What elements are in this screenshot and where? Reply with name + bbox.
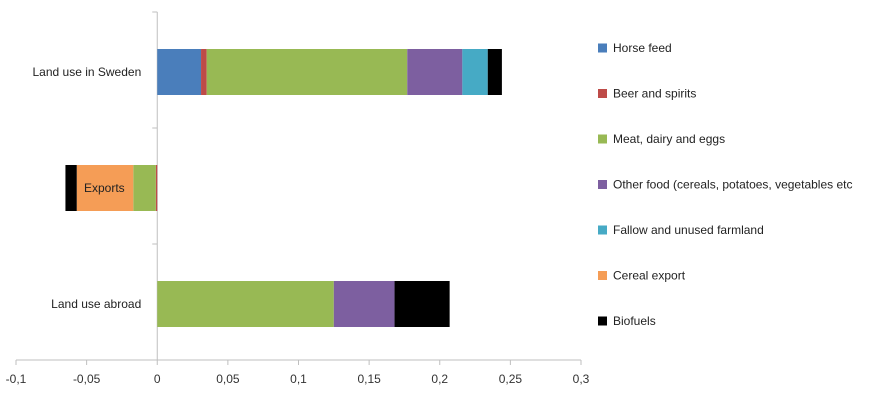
- x-tick-label: 0,1: [290, 372, 307, 386]
- bar-segment: [206, 49, 408, 95]
- bar-segment: [462, 49, 488, 95]
- x-tick-label: -0,05: [73, 372, 101, 386]
- x-tick-label: -0,1: [6, 372, 27, 386]
- legend-label: Horse feed: [613, 41, 672, 55]
- legend-label: Other food (cereals, potatoes, vegetable…: [613, 178, 852, 192]
- bar-segment: [65, 165, 77, 211]
- x-tick-label: 0,2: [431, 372, 448, 386]
- legend-swatch: [598, 271, 607, 280]
- legend-swatch: [598, 225, 607, 235]
- bar-segment: [201, 49, 207, 95]
- bar-segment: [157, 49, 202, 95]
- legend-label: Biofuels: [613, 314, 656, 328]
- bar-segment: [487, 49, 502, 95]
- legend-swatch: [598, 43, 607, 53]
- legend-swatch: [598, 134, 607, 144]
- bar-segment: [333, 281, 395, 327]
- x-tick-label: 0,3: [573, 372, 590, 386]
- legend-label: Cereal export: [613, 269, 686, 283]
- bar-segment: [407, 49, 463, 95]
- category-label: Land use in Sweden: [33, 65, 142, 79]
- bar-segment: [394, 281, 450, 327]
- legend-swatch: [598, 180, 607, 189]
- x-tick-label: 0,05: [216, 372, 240, 386]
- legend-label: Beer and spirits: [613, 87, 696, 101]
- bar-segment: [155, 165, 158, 211]
- x-tick-label: 0,25: [499, 372, 523, 386]
- bar-segment: [133, 165, 156, 211]
- legend-label: Fallow and unused farmland: [613, 223, 764, 237]
- legend-swatch: [598, 316, 607, 326]
- bar-segment: [76, 165, 134, 211]
- legend-label: Meat, dairy and eggs: [613, 132, 725, 146]
- category-label: Land use abroad: [51, 297, 141, 311]
- bar-segment: [157, 281, 334, 327]
- x-tick-label: 0,15: [357, 372, 381, 386]
- legend-swatch: [598, 89, 607, 98]
- category-label: Exports: [84, 181, 125, 195]
- x-tick-label: 0: [154, 372, 161, 386]
